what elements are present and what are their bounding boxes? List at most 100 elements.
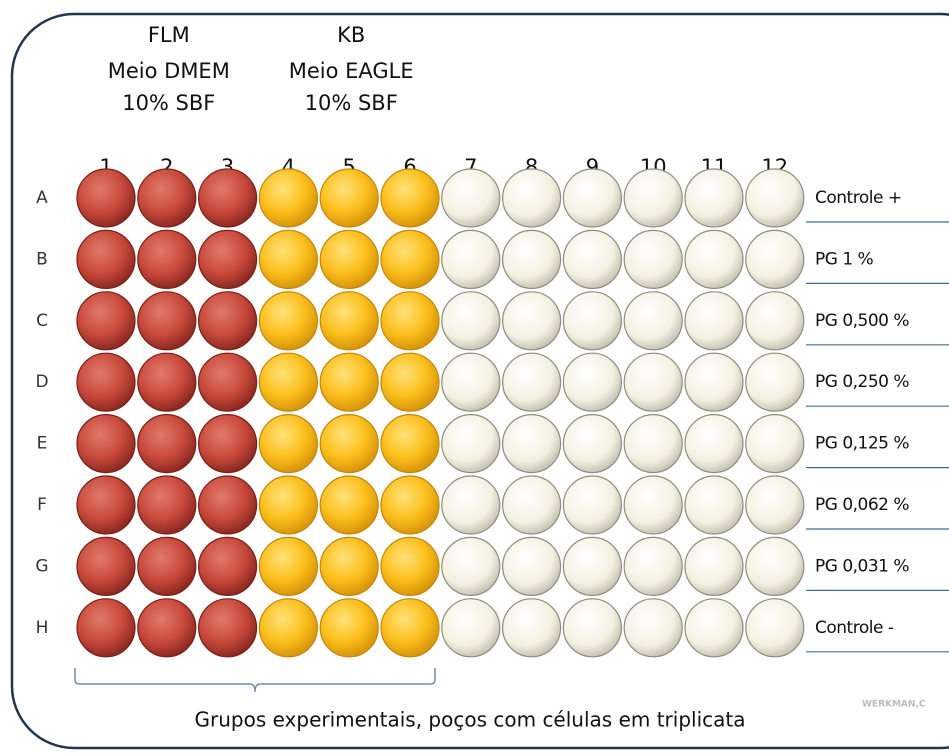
well [199,230,257,288]
well [320,476,378,534]
row-treatment: PG 0,031 % [815,556,909,576]
well [624,599,682,657]
well [685,169,743,227]
well [77,476,135,534]
well [503,415,561,473]
well [138,476,196,534]
well [381,169,439,227]
well [320,169,378,227]
well [503,169,561,227]
well [442,599,500,657]
well [442,292,500,350]
well [381,476,439,534]
well [77,537,135,595]
watermark: WERKMAN,C [862,700,926,710]
group-serum: 10% SBF [122,91,215,115]
well [381,415,439,473]
well [563,599,621,657]
plate-diagram: Grupos experimentais, poços com células … [0,0,949,754]
group-medium: Meio DMEM [108,59,230,83]
well [746,537,804,595]
well [746,169,804,227]
well [746,230,804,288]
well [442,476,500,534]
well [320,599,378,657]
row-treatment: PG 0,250 % [815,372,909,392]
well [685,292,743,350]
well [685,353,743,411]
well [259,292,317,350]
well [563,169,621,227]
well [442,353,500,411]
well [259,476,317,534]
well [77,230,135,288]
well [503,353,561,411]
well [624,476,682,534]
well [442,415,500,473]
well [138,230,196,288]
well [442,169,500,227]
well [685,537,743,595]
well [259,230,317,288]
well [746,292,804,350]
row-label: A [36,188,48,208]
well [685,599,743,657]
group-bracket [75,668,435,692]
well [77,292,135,350]
well [199,169,257,227]
well [320,292,378,350]
caption: Grupos experimentais, poços com células … [195,708,746,732]
well [138,599,196,657]
well [503,537,561,595]
well [563,415,621,473]
group-medium: Meio EAGLE [289,59,414,83]
group-name: FLM [148,23,190,47]
well [746,599,804,657]
well [320,415,378,473]
row-label: E [37,434,48,454]
well [563,476,621,534]
well [199,292,257,350]
row-treatment: PG 0,125 % [815,434,909,454]
row-label: B [36,249,48,269]
well [381,599,439,657]
well [563,230,621,288]
row-label: G [35,556,48,576]
row-treatment: Controle - [815,618,894,638]
well [381,292,439,350]
well [138,292,196,350]
well [746,476,804,534]
row-treatment: PG 0,062 % [815,495,909,515]
well [320,353,378,411]
well [746,415,804,473]
well [199,415,257,473]
well [381,353,439,411]
well [77,415,135,473]
well [381,230,439,288]
row-treatment: Controle + [815,188,902,208]
well [199,353,257,411]
well [624,537,682,595]
well [259,599,317,657]
well [624,353,682,411]
well [503,599,561,657]
well [685,230,743,288]
well [138,415,196,473]
row-label: C [36,311,48,331]
well [381,537,439,595]
well [259,169,317,227]
well [624,230,682,288]
well [563,537,621,595]
well [624,169,682,227]
well [77,169,135,227]
well [685,476,743,534]
group-name: KB [337,23,365,47]
well [503,476,561,534]
well [563,292,621,350]
well [259,537,317,595]
well [259,415,317,473]
well [138,353,196,411]
well [442,537,500,595]
row-treatment: PG 1 % [815,249,874,269]
row-label: H [36,618,49,638]
